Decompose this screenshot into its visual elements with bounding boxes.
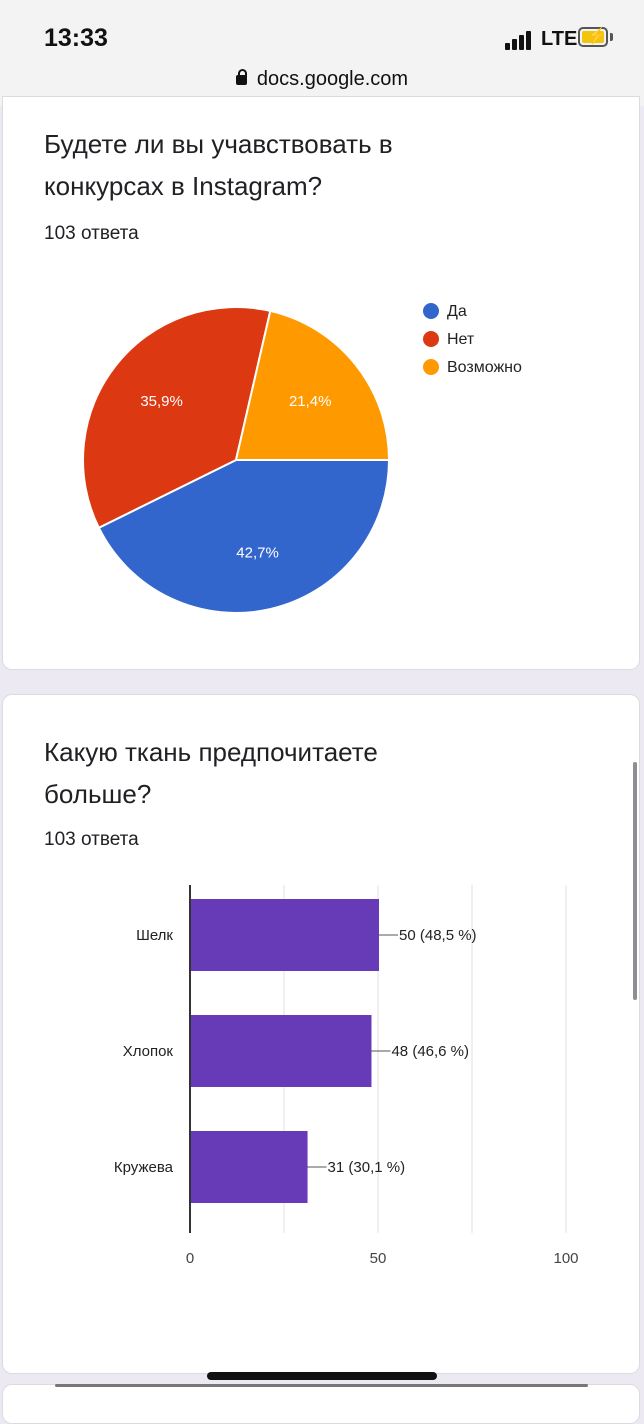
- legend-item-net: Нет: [423, 331, 474, 349]
- pie-chart: 42,7% 35,9% 21,4%: [82, 306, 391, 614]
- category-label: Кружева: [114, 1159, 174, 1176]
- pie-data-label: 21,4%: [289, 393, 332, 410]
- question-card-3: [2, 1384, 640, 1424]
- legend-swatch: [423, 303, 439, 319]
- question-title: Будете ли вы учавствовать в конкурсах в …: [44, 129, 393, 201]
- x-tick-label: 100: [553, 1250, 578, 1267]
- url-text: docs.google.com: [256, 68, 409, 90]
- divider: [55, 1384, 588, 1387]
- x-tick-label: 50: [370, 1250, 387, 1267]
- pie-data-label: 35,9%: [140, 393, 183, 410]
- question-card-1: Будете ли вы учавствовать в конкурсах в …: [2, 96, 640, 670]
- legend-item-da: Да: [423, 303, 467, 321]
- question-title: Какую ткань предпочитаете больше?: [44, 737, 378, 809]
- bar-data-label: 48 (46,6 %): [391, 1043, 469, 1060]
- bar-0: [191, 899, 379, 971]
- bar-1: [191, 1015, 372, 1087]
- category-label: Хлопок: [123, 1043, 174, 1060]
- clock: 13:33: [44, 24, 108, 52]
- question-card-2: Какую ткань предпочитаете больше? 103 от…: [2, 694, 640, 1374]
- network-type: LTE: [541, 28, 578, 50]
- bar-chart: Шелк 50 (48,5 %) Хлопок 48 (46,6 %) Кружева 3…: [114, 885, 579, 1267]
- pie-slice-1: [82, 306, 272, 530]
- legend-swatch: [423, 359, 439, 375]
- response-count: 103 ответа: [44, 829, 139, 850]
- legend-swatch: [423, 331, 439, 347]
- bar-2: [191, 1131, 308, 1203]
- battery-cap: [610, 33, 613, 41]
- browser-status-bar: 13:33 LTE ⚡ docs.google.com: [0, 0, 644, 106]
- bar-data-label: 50 (48,5 %): [399, 927, 477, 944]
- pie-slice-2: [234, 309, 391, 461]
- home-indicator[interactable]: [207, 1372, 437, 1380]
- legend-item-vozmozhno: Возможно: [423, 359, 522, 377]
- bar-data-label: 31 (30,1 %): [328, 1159, 406, 1176]
- scrollbar[interactable]: [633, 762, 637, 1000]
- lock-icon: [235, 69, 247, 85]
- category-label: Шелк: [136, 927, 173, 944]
- battery-icon: ⚡: [578, 27, 608, 47]
- signal-icon: [505, 30, 537, 50]
- x-tick-label: 0: [186, 1250, 194, 1267]
- address-bar[interactable]: docs.google.com: [0, 68, 644, 91]
- response-count: 103 ответа: [44, 223, 139, 244]
- pie-data-label: 42,7%: [236, 544, 279, 561]
- pie-slice-0: [97, 459, 391, 614]
